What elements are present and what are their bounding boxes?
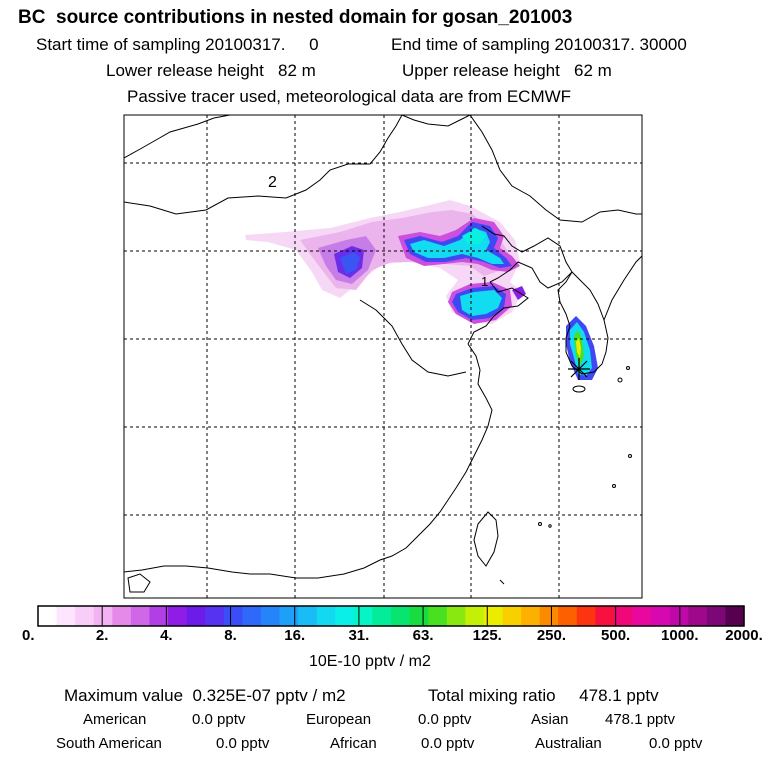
colorbar-cell bbox=[372, 606, 392, 626]
colorbar-cell bbox=[409, 606, 429, 626]
region-value: 0.0 pptv bbox=[649, 735, 703, 752]
colorbar-cell bbox=[391, 606, 411, 626]
colorbar-cell bbox=[130, 606, 151, 626]
colorbar-cell bbox=[316, 606, 336, 626]
colorbar-tick-label: 500. bbox=[601, 627, 631, 644]
colorbar-cell bbox=[669, 606, 689, 626]
region-name: South American bbox=[56, 735, 162, 752]
coastlines-and-borders bbox=[124, 115, 642, 593]
colorbar-cell bbox=[168, 606, 188, 626]
region-value: 0.0 pptv bbox=[216, 735, 270, 752]
colorbar-cell bbox=[335, 606, 355, 626]
colorbar-cell bbox=[205, 606, 225, 626]
colorbar-cell bbox=[279, 606, 299, 626]
colorbar-unit: 10E-10 pptv / m2 bbox=[309, 653, 431, 670]
total-mixing-ratio: Total mixing ratio 478.1 pptv bbox=[428, 686, 659, 705]
lower-release-label: Lower release height 82 m bbox=[106, 61, 316, 80]
colorbar-tick-label: 16. bbox=[284, 627, 306, 644]
colorbar-cell bbox=[186, 606, 206, 626]
colorbar-cell bbox=[539, 606, 559, 626]
map-frame bbox=[123, 114, 643, 599]
colorbar-cell bbox=[242, 606, 262, 626]
region-name: American bbox=[83, 711, 147, 728]
colorbar-cell bbox=[298, 606, 318, 626]
colorbar-cell bbox=[576, 606, 596, 626]
colorbar-cell bbox=[521, 606, 541, 626]
colorbar-cell bbox=[465, 606, 485, 626]
domain-label-2: 2 bbox=[268, 174, 277, 191]
colorbar-cell bbox=[260, 606, 281, 626]
region-value: 0.0 pptv bbox=[418, 711, 472, 728]
colorbar-cell bbox=[502, 606, 522, 626]
colorbar-cell bbox=[93, 606, 113, 626]
lat-lon-grid bbox=[124, 115, 642, 598]
region-value: 0.0 pptv bbox=[192, 711, 246, 728]
release-site-marker bbox=[568, 358, 590, 380]
plot-title: BC source contributions in nested domain… bbox=[18, 7, 573, 28]
colorbar-tick-label: 250. bbox=[536, 627, 567, 644]
colorbar-tick-label: 0. bbox=[22, 627, 35, 644]
colorbar-tick-label: 2. bbox=[95, 627, 109, 644]
region-name: European bbox=[306, 711, 372, 728]
region-value: 0.0 pptv bbox=[421, 735, 475, 752]
region-name: African bbox=[330, 735, 377, 752]
colorbar-cell bbox=[75, 606, 95, 626]
colorbar-tick-label: 31. bbox=[348, 627, 370, 644]
colorbar-tick-label: 4. bbox=[160, 627, 173, 644]
colorbar-cell bbox=[56, 606, 76, 626]
colorbar-cell bbox=[446, 606, 466, 626]
colorbar-cell bbox=[706, 606, 727, 626]
region-value: 478.1 pptv bbox=[605, 711, 676, 728]
colorbar-cell bbox=[688, 606, 708, 626]
colorbar-tick-label: 8. bbox=[224, 627, 237, 644]
region-name: Australian bbox=[535, 735, 602, 752]
colorbar-cell bbox=[353, 606, 374, 626]
colorbar-cell bbox=[223, 606, 243, 626]
colorbar-cell bbox=[112, 606, 132, 626]
upper-release-label: Upper release height 62 m bbox=[402, 61, 612, 80]
region-name: Asian bbox=[531, 711, 569, 728]
colorbar-cell bbox=[595, 606, 615, 626]
colorbar-cell bbox=[558, 606, 578, 626]
colorbar-cell bbox=[632, 606, 652, 626]
colorbar-tick-label: 63. bbox=[412, 627, 434, 644]
colorbar-cell bbox=[725, 606, 745, 626]
start-time-label: Start time of sampling 20100317. 0 bbox=[36, 35, 319, 54]
colorbar-cell bbox=[149, 606, 169, 626]
end-time-label: End time of sampling 20100317. 30000 bbox=[391, 35, 687, 54]
colorbar-cell bbox=[483, 606, 504, 626]
colorbar-cell bbox=[38, 606, 58, 626]
met-data-note: Passive tracer used, meteorological data… bbox=[127, 87, 572, 106]
colorbar-cell bbox=[613, 606, 634, 626]
maximum-value: Maximum value 0.325E-07 pptv / m2 bbox=[64, 686, 346, 705]
domain-label-1: 1 bbox=[481, 274, 488, 289]
colorbar-tick-label: 125. bbox=[472, 627, 502, 644]
colorbar-tick-label: 1000. bbox=[661, 627, 699, 644]
colorbar-cell bbox=[428, 606, 448, 626]
colorbar-tick-label: 2000. bbox=[725, 627, 763, 644]
colorbar-cell bbox=[651, 606, 671, 626]
